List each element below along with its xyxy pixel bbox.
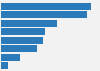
Bar <box>1 20 57 27</box>
Bar <box>1 3 91 10</box>
Bar <box>1 54 20 61</box>
Bar <box>1 37 43 44</box>
Bar <box>1 11 87 18</box>
Bar <box>1 45 36 52</box>
Bar <box>1 28 45 35</box>
Bar <box>1 62 8 69</box>
